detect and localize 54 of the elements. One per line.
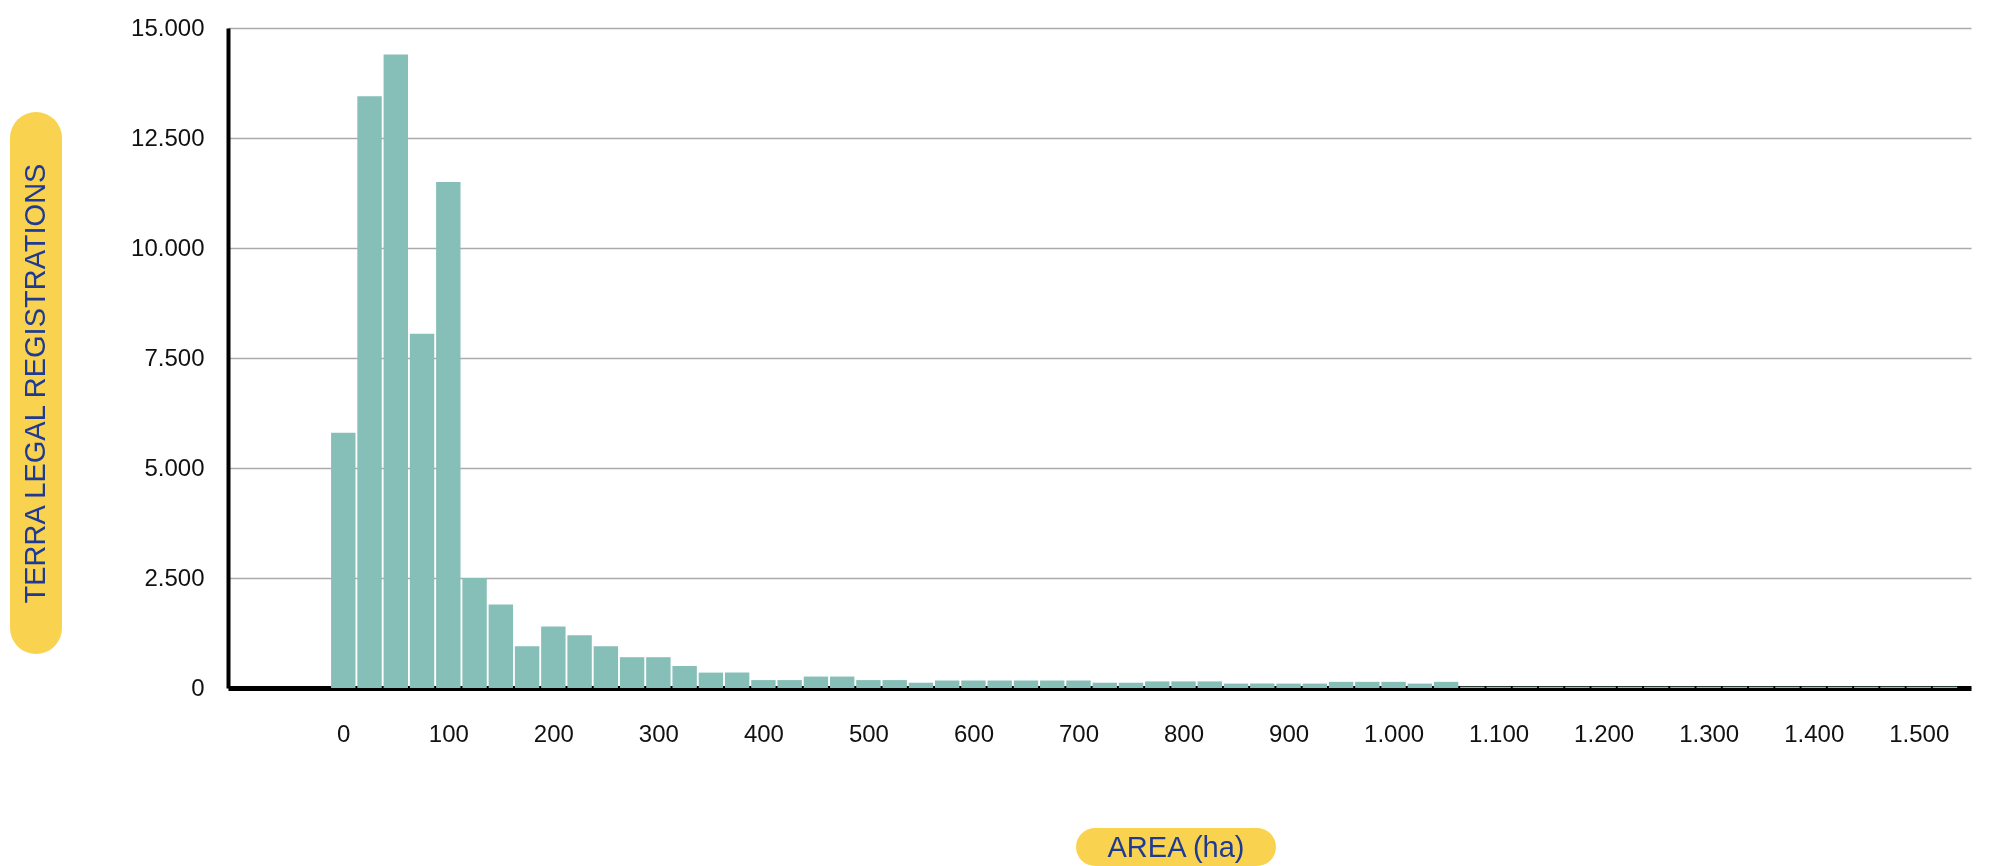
x-tick-label: 200 bbox=[533, 719, 574, 747]
bar bbox=[1223, 683, 1249, 688]
bar bbox=[1040, 680, 1065, 688]
x-tick-label: 400 bbox=[743, 719, 784, 747]
x-tick-label: 1.200 bbox=[1574, 719, 1635, 747]
bar bbox=[1407, 683, 1433, 688]
bar bbox=[1118, 682, 1144, 688]
bar bbox=[593, 646, 619, 688]
bar bbox=[514, 646, 540, 688]
bar bbox=[619, 657, 645, 688]
x-tick-label: 300 bbox=[638, 719, 679, 747]
y-tick-label: 12.500 bbox=[131, 123, 205, 151]
x-tick-label: 1.300 bbox=[1679, 719, 1740, 747]
y-axis-title: TERRA LEGAL REGISTRATIONS bbox=[19, 163, 53, 603]
x-tick-label: 100 bbox=[428, 719, 469, 747]
bar bbox=[1066, 680, 1091, 688]
bar bbox=[1302, 683, 1328, 688]
bar bbox=[908, 682, 934, 688]
bar bbox=[1092, 682, 1117, 688]
bar bbox=[803, 676, 829, 688]
y-tick-label: 5.000 bbox=[144, 453, 205, 481]
bar bbox=[698, 672, 724, 688]
bar bbox=[1328, 681, 1354, 688]
y-tick-label: 2.500 bbox=[144, 563, 205, 591]
x-axis-title: AREA (ha) bbox=[1076, 828, 1276, 866]
bar bbox=[961, 680, 986, 688]
y-tick-label: 15.000 bbox=[131, 13, 205, 41]
bar bbox=[357, 96, 382, 688]
x-tick-label: 1.400 bbox=[1784, 719, 1845, 747]
x-tick-label: 1.100 bbox=[1469, 719, 1530, 747]
bar bbox=[724, 672, 750, 688]
bar bbox=[1171, 681, 1196, 688]
x-tick-label: 600 bbox=[953, 719, 994, 747]
y-tick-label: 10.000 bbox=[131, 233, 205, 261]
bar bbox=[409, 333, 435, 688]
y-tick-label: 0 bbox=[191, 673, 205, 701]
x-tick-label: 1.000 bbox=[1364, 719, 1425, 747]
y-tick-label: 7.500 bbox=[144, 343, 205, 371]
bar bbox=[488, 604, 514, 688]
x-tick-label: 800 bbox=[1164, 719, 1205, 747]
x-tick-label: 900 bbox=[1269, 719, 1310, 747]
bar bbox=[1145, 681, 1170, 688]
x-tick-label: 700 bbox=[1058, 719, 1100, 747]
bar bbox=[1013, 680, 1039, 688]
bar bbox=[987, 680, 1012, 688]
bar bbox=[1197, 681, 1222, 688]
x-tick-label: 500 bbox=[848, 719, 889, 747]
x-tick-label: 1.500 bbox=[1889, 719, 1950, 747]
bar bbox=[331, 432, 356, 688]
bar bbox=[829, 676, 855, 688]
bar bbox=[935, 680, 960, 688]
bar bbox=[1433, 681, 1459, 688]
bar bbox=[383, 54, 408, 688]
x-tick-label: 0 bbox=[337, 719, 351, 747]
